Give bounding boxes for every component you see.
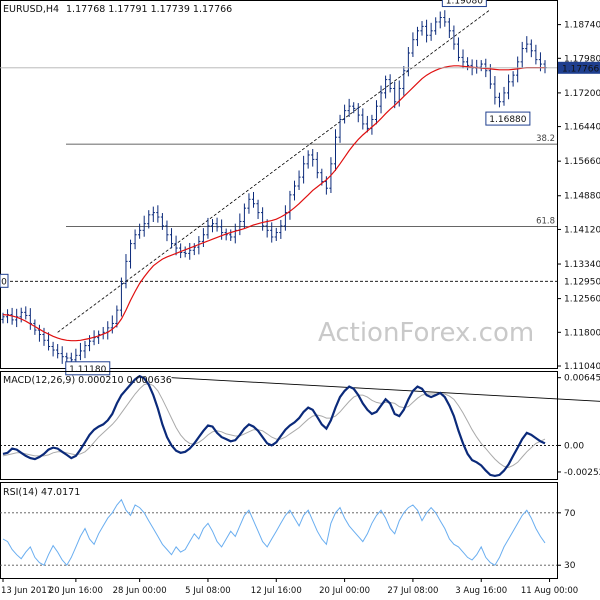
price-axis-label: 1.17980 [564, 54, 600, 64]
price-axis-label: 1.14120 [564, 225, 600, 235]
x-axis-label: 13 Jun 2017 [1, 586, 52, 596]
price-annotation-label: 1.11180 [69, 365, 106, 375]
rsi-title: RSI(14) 47.0171 [3, 487, 80, 498]
price-annotation-label: 1.19080 [446, 0, 483, 7]
fib-level-label: 61.8 [536, 217, 555, 227]
price-axis-label: 1.12560 [564, 295, 600, 305]
price-annotation-label: 1.16880 [489, 115, 526, 125]
watermark: ActionForex.com [318, 318, 534, 348]
price-annotation-box [485, 111, 531, 126]
chart-ohlc: 1.17768 1.17791 1.17739 1.17766 [66, 4, 232, 15]
rsi-line [2, 498, 546, 567]
price-axis-label: 1.14880 [564, 192, 600, 202]
x-axis-label: 28 Jun 00:00 [113, 586, 167, 596]
price-axis-label: 1.15660 [564, 157, 600, 167]
x-axis-label: 3 Aug 16:00 [455, 586, 507, 596]
price-annotation-label: 0 [1, 277, 7, 287]
x-axis-label: 12 Jul 16:00 [251, 586, 302, 596]
fib-level-label: 38.2 [536, 134, 555, 144]
price-axis-label: 1.11800 [564, 328, 600, 338]
rsi-panel: 70 30 [0, 482, 576, 579]
price-panel-frame [0, 0, 558, 369]
macd-axis-label: 0.006454 [564, 374, 600, 384]
x-axis-label: 20 Jul 00:00 [319, 586, 370, 596]
x-axis-label: 20 Jun 16:00 [49, 586, 103, 596]
price-annotation-box [441, 0, 487, 8]
macd-title: MACD(12,26,9) 0.000210 0.000636 [3, 375, 172, 386]
price-axis-label: 1.11040 [564, 362, 600, 372]
macd-line [2, 374, 546, 478]
x-axis-label: 5 Jul 08:00 [185, 586, 231, 596]
support-level-label: 1.12950 [564, 277, 600, 287]
price-axis-label: 1.16440 [564, 123, 600, 133]
price-axis-label: 1.18740 [564, 21, 600, 31]
macd-panel: 0.006454 0.00 -0.002525 [0, 371, 600, 480]
macd-axis-label: 0.00 [564, 441, 584, 451]
chart-symbol: EURUSD,H4 [3, 4, 59, 15]
price-panel: 38.2 61.8 1.12950 1.17766 1.19080 1.16880 1… [0, 0, 600, 376]
support-level-label-bg [558, 275, 600, 288]
macd-trendline [171, 377, 600, 402]
x-axis-label: 11 Aug 00:00 [521, 586, 578, 596]
macd-axis-label: -0.002525 [564, 468, 600, 478]
macd-panel-frame [0, 371, 558, 480]
price-axis-label: 1.17200 [564, 89, 600, 99]
x-axis-label: 27 Jul 08:00 [387, 586, 438, 596]
rsi-axis-label: 30 [564, 561, 576, 571]
macd-signal-line [2, 382, 546, 469]
current-price-label-bg [558, 61, 600, 74]
moving-average-line [2, 65, 545, 342]
current-price-label: 1.17766 [562, 64, 599, 74]
price-axis-label: 1.13340 [564, 260, 600, 270]
rsi-axis-label: 70 [564, 509, 576, 519]
price-annotation-box [0, 273, 9, 288]
rsi-panel-frame [0, 482, 558, 579]
